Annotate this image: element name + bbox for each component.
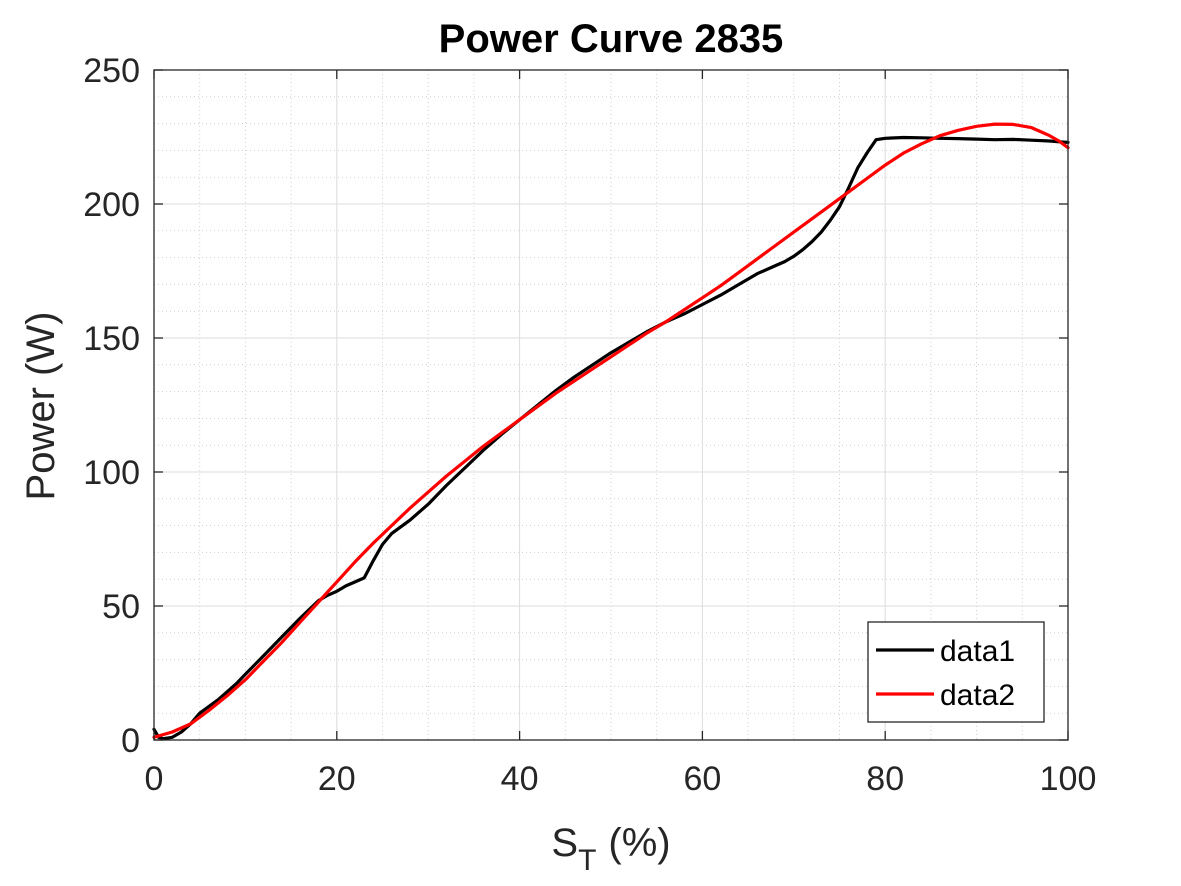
axes-box: [153, 69, 1069, 741]
y-tick-labels: 0 50 100 150 200 250: [83, 52, 140, 760]
x-axis-label: ST (%): [551, 821, 670, 877]
y-axis-label: Power (W): [19, 312, 63, 501]
x-axis-label-main: S: [551, 821, 578, 865]
chart-title: Power Curve 2835: [439, 17, 784, 61]
x-axis-label-subscript: T: [578, 844, 596, 877]
legend: data1 data2: [867, 621, 1045, 723]
y-tick-label: 100: [83, 454, 140, 492]
series-line-data2: [152, 122, 1070, 739]
x-tick-label: 80: [866, 760, 904, 798]
y-tick-label: 0: [121, 722, 140, 760]
minor-grid: [154, 70, 1068, 740]
series-layer: [152, 122, 1070, 741]
legend-label-data2: data2: [940, 679, 1015, 712]
tick-marks: [153, 69, 1069, 741]
x-tick-labels: 0 20 40 60 80 100: [145, 760, 1097, 798]
x-tick-label: 40: [501, 760, 539, 798]
legend-label-data1: data1: [940, 635, 1015, 668]
x-tick-label: 100: [1040, 760, 1097, 798]
y-tick-label: 150: [83, 320, 140, 358]
legend-box: [867, 621, 1045, 723]
y-tick-label: 50: [102, 588, 140, 626]
x-axis-label-unit: (%): [608, 821, 670, 865]
y-tick-label: 200: [83, 186, 140, 224]
x-tick-label: 60: [683, 760, 721, 798]
x-tick-label: 20: [318, 760, 356, 798]
series-line-data1: [152, 135, 1070, 741]
y-tick-label: 250: [83, 52, 140, 90]
x-tick-label: 0: [145, 760, 164, 798]
